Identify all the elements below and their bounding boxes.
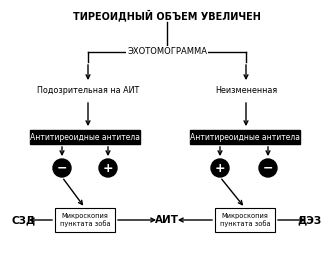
FancyBboxPatch shape (55, 208, 115, 232)
Text: −: − (263, 161, 273, 175)
FancyBboxPatch shape (30, 130, 140, 144)
Text: АИТ: АИТ (155, 215, 179, 225)
FancyBboxPatch shape (190, 130, 300, 144)
Text: СЗД: СЗД (12, 215, 36, 225)
Circle shape (53, 159, 71, 177)
Text: ТИРЕОИДНЫЙ ОБЪЕМ УВЕЛИЧЕН: ТИРЕОИДНЫЙ ОБЪЕМ УВЕЛИЧЕН (73, 10, 261, 22)
Text: −: − (57, 161, 67, 175)
Circle shape (259, 159, 277, 177)
Text: Подозрительная на АИТ: Подозрительная на АИТ (37, 86, 139, 95)
Text: ДЭЗ: ДЭЗ (298, 215, 322, 225)
FancyBboxPatch shape (215, 208, 275, 232)
Circle shape (211, 159, 229, 177)
Text: Неизмененная: Неизмененная (215, 86, 277, 95)
Text: Микроскопия
пунктата зоба: Микроскопия пунктата зоба (60, 213, 110, 227)
Text: Антитиреоидные антитела: Антитиреоидные антитела (30, 132, 140, 142)
Text: Антитиреоидные антитела: Антитиреоидные антитела (190, 132, 300, 142)
Text: +: + (215, 161, 225, 175)
Circle shape (99, 159, 117, 177)
Text: ЭХОТОМОГРАММА: ЭХОТОМОГРАММА (127, 47, 207, 57)
Text: Микроскопия
пунктата зоба: Микроскопия пунктата зоба (220, 213, 270, 227)
Text: +: + (103, 161, 113, 175)
